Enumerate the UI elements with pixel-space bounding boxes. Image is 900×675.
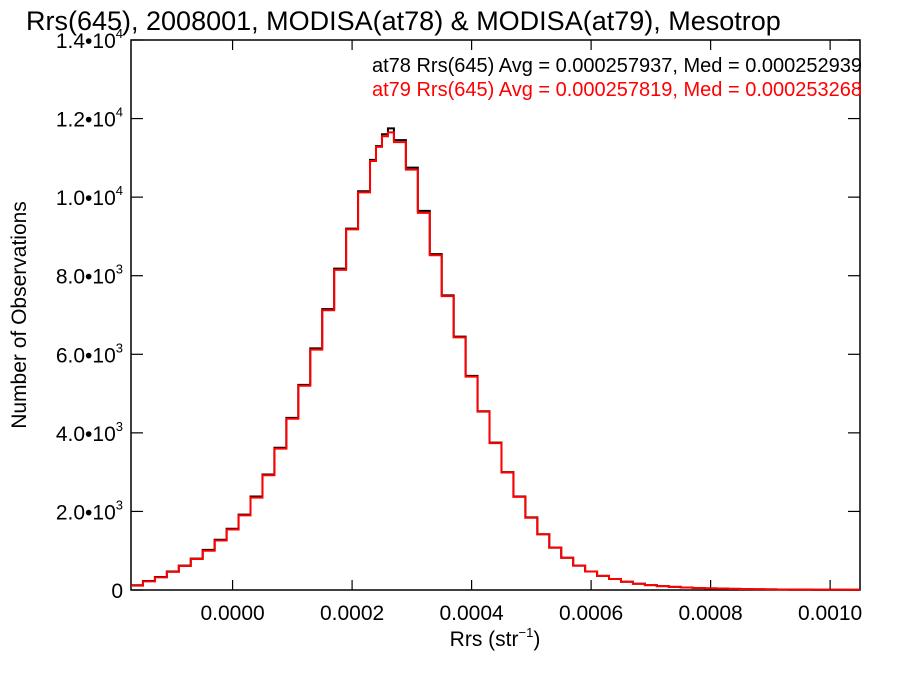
legend-entry-at78: at78 Rrs(645) Avg = 0.000257937, Med = 0… — [372, 55, 862, 77]
x-tick-label: 0.0000 — [200, 602, 264, 625]
x-tick-label: 0.0010 — [798, 602, 862, 625]
x-tick-label: 0.0002 — [320, 602, 384, 625]
y-tick-label: 2.0•103 — [56, 497, 123, 524]
plot-frame — [130, 39, 861, 591]
x-tick-label: 0.0004 — [439, 602, 504, 625]
x-axis-label-end: ) — [533, 628, 540, 651]
x-axis-label-main: Rrs (str — [450, 628, 519, 651]
y-tick-label: 1.4•104 — [56, 26, 123, 53]
x-axis-ticks: 0.0000 0.0002 0.0004 0.0006 0.0008 0.0010 — [200, 40, 862, 625]
chart-title: Rrs(645), 2008001, MODISA(at78) & MODISA… — [26, 6, 781, 36]
legend-entry-at79: at79 Rrs(645) Avg = 0.000257819, Med = 0… — [372, 79, 862, 101]
x-tick-label: 0.0008 — [678, 602, 742, 625]
series-layer — [131, 127, 860, 591]
x-tick-label: 0.0006 — [559, 602, 623, 625]
y-tick-label: 1.0•104 — [56, 183, 123, 210]
y-tick-label: 6.0•103 — [56, 340, 123, 367]
x-axis-label-sup: −1 — [519, 625, 534, 640]
y-axis-label: Number of Observations — [8, 201, 31, 429]
y-tick-label: 8.0•103 — [56, 262, 123, 289]
y-axis-ticks: 0 2.0•103 4.0•103 6.0•103 8.0•103 1.0•104 1.2•… — [56, 26, 860, 603]
x-axis-label: Rrs (str−1) — [450, 625, 541, 651]
series-line-at78 — [131, 127, 860, 591]
y-tick-label: 1.2•104 — [56, 105, 123, 132]
y-tick-label: 4.0•103 — [56, 419, 123, 446]
y-tick-label: 0 — [111, 580, 123, 603]
series-line-at79 — [131, 131, 860, 591]
